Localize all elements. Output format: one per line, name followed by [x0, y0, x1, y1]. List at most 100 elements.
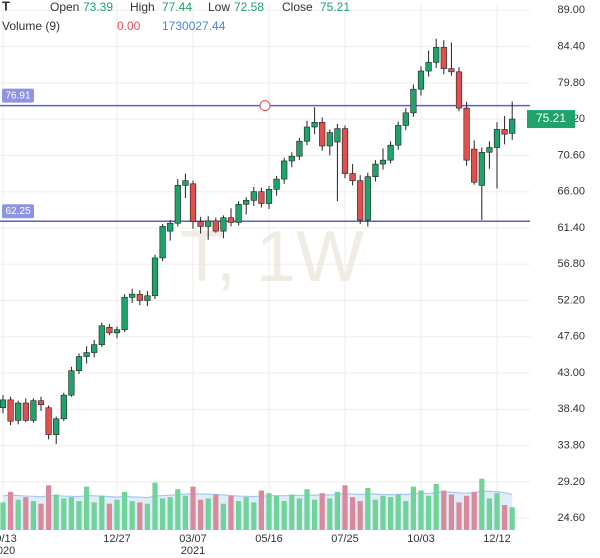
candle-body [395, 125, 402, 146]
x-tick-label: 12/12 [483, 533, 511, 545]
candle-body [37, 400, 45, 405]
candle-body [22, 402, 29, 421]
candle-body [91, 344, 98, 353]
watermark: T, 1W [180, 217, 364, 297]
candle-body [121, 297, 128, 330]
close-value: 75.21 [320, 0, 350, 14]
y-tick-label: 61.40 [557, 222, 585, 234]
volume-bar [494, 493, 500, 530]
candle-body [60, 394, 67, 420]
candle-body [30, 400, 37, 421]
volume-bar [471, 491, 477, 530]
x-year-label: 2021 [181, 545, 205, 557]
y-tick-label: 33.80 [557, 440, 585, 452]
candle-body [106, 327, 113, 334]
candle-body [197, 221, 204, 227]
x-tick-label: 05/16 [255, 533, 283, 545]
volume-bar [38, 503, 44, 530]
volume-bar [380, 495, 386, 530]
volume-bar [365, 487, 371, 530]
volume-bar [122, 491, 128, 530]
volume-bar [144, 503, 150, 530]
candle-body [281, 160, 288, 180]
volume-value: 0.00 [117, 19, 141, 33]
candle-body [463, 107, 470, 161]
close-label: Close [282, 0, 313, 14]
candle-body [448, 68, 455, 73]
candle-body [334, 128, 341, 143]
x-tick-label: 12/27 [103, 533, 131, 545]
volume-bar [99, 495, 105, 530]
volume-bar [61, 498, 67, 530]
candle-body [68, 370, 75, 396]
volume-bar [342, 485, 348, 530]
candle-body [174, 185, 181, 224]
candle-body [75, 356, 83, 372]
candle-body [440, 47, 447, 69]
low-value: 72.58 [234, 0, 264, 14]
candle-body [15, 402, 22, 421]
candle-body [113, 329, 121, 334]
candle-body [220, 217, 227, 232]
candle-body [273, 178, 280, 190]
horizontal-line-tag [2, 88, 34, 103]
candle-body [83, 352, 90, 357]
volume-bar [68, 497, 74, 530]
volume-bar [403, 501, 409, 530]
price-tag [527, 110, 575, 129]
candle-body [136, 293, 143, 301]
volume-bar [372, 499, 378, 530]
candle-body [357, 180, 364, 221]
volume-bar [182, 495, 188, 530]
horizontal-line-label: 62.25 [5, 206, 30, 217]
volume-bar [190, 486, 196, 530]
volume-bar [46, 485, 52, 530]
candle-body [182, 180, 189, 186]
volume-bar [8, 491, 14, 530]
volume-bar [448, 494, 454, 530]
horizontal-line-label: 76.91 [5, 90, 30, 101]
y-tick-label: 43.00 [557, 367, 585, 379]
candle-body [410, 88, 417, 114]
candle-body [425, 62, 432, 72]
volume-bar [91, 502, 97, 530]
volume-bar [464, 495, 470, 530]
y-tick-label: 84.40 [557, 40, 585, 52]
volume-bar [160, 498, 166, 530]
y-tick-label: 38.40 [557, 403, 585, 415]
price-tag-label: 75.21 [536, 111, 566, 125]
candle-body [486, 147, 493, 153]
volume-bar [334, 491, 340, 530]
volume-bar [152, 482, 158, 530]
volume-bar [266, 493, 272, 530]
candle-body [250, 191, 257, 201]
candle-body [471, 148, 478, 183]
candle-body [509, 118, 516, 134]
x-tick-label: 03/07 [179, 533, 207, 545]
volume-bar [426, 495, 432, 530]
volume-label: Volume (9) [2, 19, 60, 33]
volume-bar [236, 501, 242, 530]
volume-bar [418, 490, 424, 530]
candle-body [235, 204, 242, 223]
volume-bar [137, 502, 143, 530]
candle-body [296, 140, 303, 157]
x-tick-label: 09/13 [0, 533, 17, 545]
candle-body [433, 47, 440, 63]
low-label: Low [208, 0, 230, 14]
volume-bar [251, 502, 257, 530]
volume-ma-value: 1730027.44 [162, 19, 226, 33]
volume-bar [509, 507, 515, 530]
volume-bar [388, 497, 394, 530]
volume-bar [114, 499, 120, 530]
y-tick-label: 89.00 [557, 4, 585, 16]
volume-bar [30, 501, 36, 530]
volume-bar [228, 495, 234, 530]
volume-bar [304, 489, 310, 530]
volume-bar [205, 498, 211, 530]
volume-bar [167, 497, 173, 530]
volume-bar [357, 501, 363, 530]
candle-body [243, 200, 250, 205]
candle-body [98, 325, 105, 345]
